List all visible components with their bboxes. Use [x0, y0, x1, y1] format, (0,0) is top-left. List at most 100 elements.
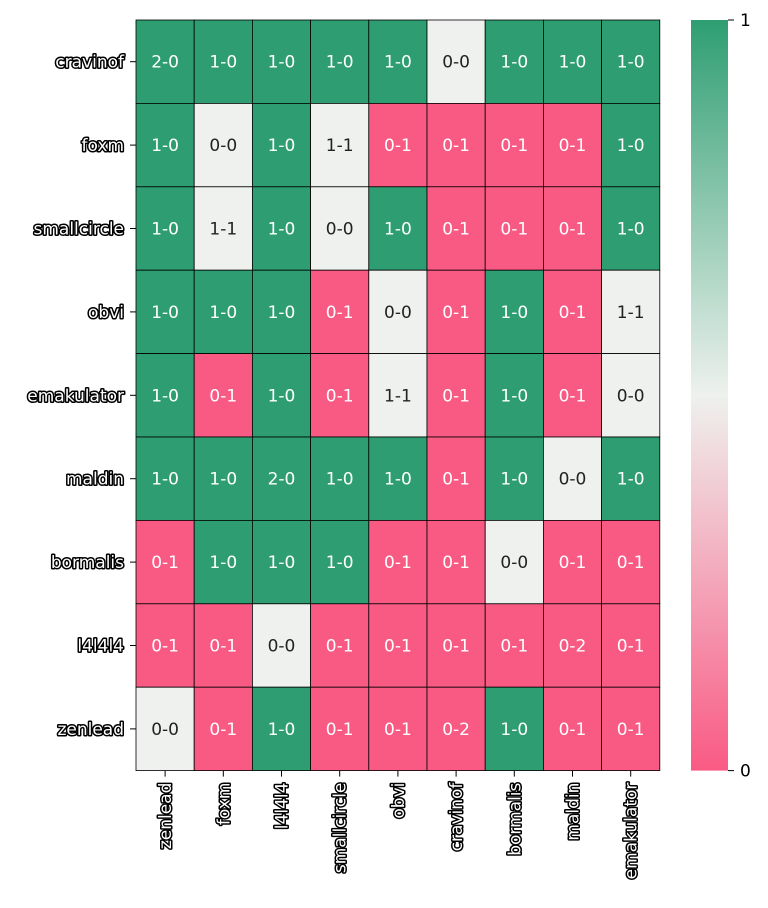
cell-value-label: 1-0	[500, 386, 528, 406]
cell-value-label: 1-0	[268, 720, 296, 740]
cell-value-label: 0-1	[617, 637, 645, 657]
cell-value-label: 1-0	[268, 553, 296, 573]
heatmap-cell	[601, 103, 661, 188]
heatmap-cell	[135, 520, 195, 605]
row-label: l4l4l4	[77, 637, 124, 657]
heatmap-cell	[193, 686, 253, 772]
cell-value-label: 1-1	[384, 386, 412, 406]
cell-value-label: 0-0	[500, 553, 528, 573]
heatmap-cell	[484, 520, 544, 605]
cell-value-label: 0-1	[326, 637, 354, 657]
row-label: cravinof	[55, 53, 125, 73]
heatmap-cell	[251, 436, 311, 521]
cell-value-label: 1-0	[384, 53, 412, 73]
heatmap-cell	[601, 686, 661, 772]
cell-value-label: 0-1	[617, 720, 645, 740]
cell-value-label: 0-1	[209, 386, 237, 406]
cell-value-label: 0-2	[442, 720, 470, 740]
cell-value-label: 0-0	[442, 53, 470, 73]
heatmap-cell	[193, 353, 253, 438]
heatmap-cell	[484, 186, 544, 271]
column-label: smallcircle	[331, 783, 351, 874]
cell-value-label: 1-1	[617, 303, 645, 323]
cell-value-label: 1-0	[617, 53, 645, 73]
heatmap-cell	[251, 353, 311, 438]
heatmap-cell	[135, 269, 195, 355]
cell-value-label: 1-0	[151, 220, 179, 240]
cell-value-label: 0-1	[384, 637, 412, 657]
heatmap-cell	[135, 353, 195, 438]
heatmap-cell	[135, 603, 195, 688]
column-labels: zenlead foxm l4l4l4 smallcircle obvi cravinof…	[155, 770, 643, 881]
cell-value-label: 0-0	[268, 637, 296, 657]
heatmap-cell	[368, 103, 428, 188]
heatmap-cell	[426, 353, 486, 438]
cell-value-label: 1-0	[209, 553, 237, 573]
colorbar-tick-label-max: 1	[740, 11, 751, 31]
heatmap-cell	[310, 269, 370, 355]
cell-value-label: 0-1	[559, 136, 587, 156]
cell-value-label: 2-0	[151, 53, 179, 73]
heatmap-cell	[251, 686, 311, 772]
cell-value-label: 0-1	[326, 720, 354, 740]
cell-value-label: 1-0	[151, 136, 179, 156]
heatmap-cell	[193, 269, 253, 355]
cell-value-label: 1-0	[268, 53, 296, 73]
heatmap-cell	[601, 269, 661, 355]
heatmap-cell	[484, 686, 544, 772]
heatmap-cell	[310, 436, 370, 521]
heatmap-cell	[251, 186, 311, 271]
heatmap-cell	[601, 436, 661, 521]
heatmap-cell	[251, 103, 311, 188]
cell-value-label: 0-1	[442, 553, 470, 573]
cell-value-label: 0-1	[442, 136, 470, 156]
row-label: smallcircle	[34, 220, 125, 240]
row-label: maldin	[66, 470, 124, 490]
heatmap-cell	[135, 436, 195, 521]
cell-value-label: 0-1	[617, 553, 645, 573]
heatmap-cell	[543, 436, 603, 521]
heatmap-cell	[601, 186, 661, 271]
heatmap-cell	[135, 686, 195, 772]
heatmap-cell	[135, 19, 195, 104]
cell-value-label: 0-0	[326, 220, 354, 240]
heatmap-cell	[193, 186, 253, 271]
cell-value-label: 0-1	[559, 303, 587, 323]
heatmap-cell	[543, 19, 603, 104]
heatmap-cell	[426, 436, 486, 521]
cell-value-label: 1-0	[268, 386, 296, 406]
heatmap-cell	[193, 520, 253, 605]
cell-value-label: 0-1	[442, 386, 470, 406]
heatmap-cell	[484, 103, 544, 188]
cell-value-label: 0-1	[559, 386, 587, 406]
colorbar: 1 0	[691, 11, 751, 782]
heatmap-cell	[601, 353, 661, 438]
row-label: foxm	[82, 136, 124, 156]
cell-value-label: 0-0	[617, 386, 645, 406]
cell-value-label: 1-0	[617, 470, 645, 490]
cell-value-label: 1-0	[500, 720, 528, 740]
heatmap-cell	[368, 19, 428, 104]
column-label: cravinof	[447, 782, 467, 852]
cell-value-label: 2-0	[268, 470, 296, 490]
cell-value-label: 0-2	[559, 637, 587, 657]
heatmap-cell	[251, 603, 311, 688]
heatmap-cell	[601, 603, 661, 688]
cell-value-label: 1-0	[209, 470, 237, 490]
cell-value-label: 0-0	[384, 303, 412, 323]
row-label: bormalis	[51, 553, 124, 573]
heatmap-cell	[310, 103, 370, 188]
cell-value-label: 0-1	[442, 220, 470, 240]
colorbar-gradient	[691, 20, 728, 771]
column-label: foxm	[214, 783, 234, 825]
heatmap-cell	[251, 19, 311, 104]
column-label: emakulator	[622, 783, 642, 880]
column-label: l4l4l4	[273, 783, 293, 830]
cell-value-label: 1-0	[617, 136, 645, 156]
heatmap-cell	[310, 353, 370, 438]
cell-value-label: 0-1	[384, 553, 412, 573]
cell-value-label: 1-0	[384, 470, 412, 490]
heatmap-cell	[368, 603, 428, 688]
cell-value-label: 1-0	[209, 53, 237, 73]
